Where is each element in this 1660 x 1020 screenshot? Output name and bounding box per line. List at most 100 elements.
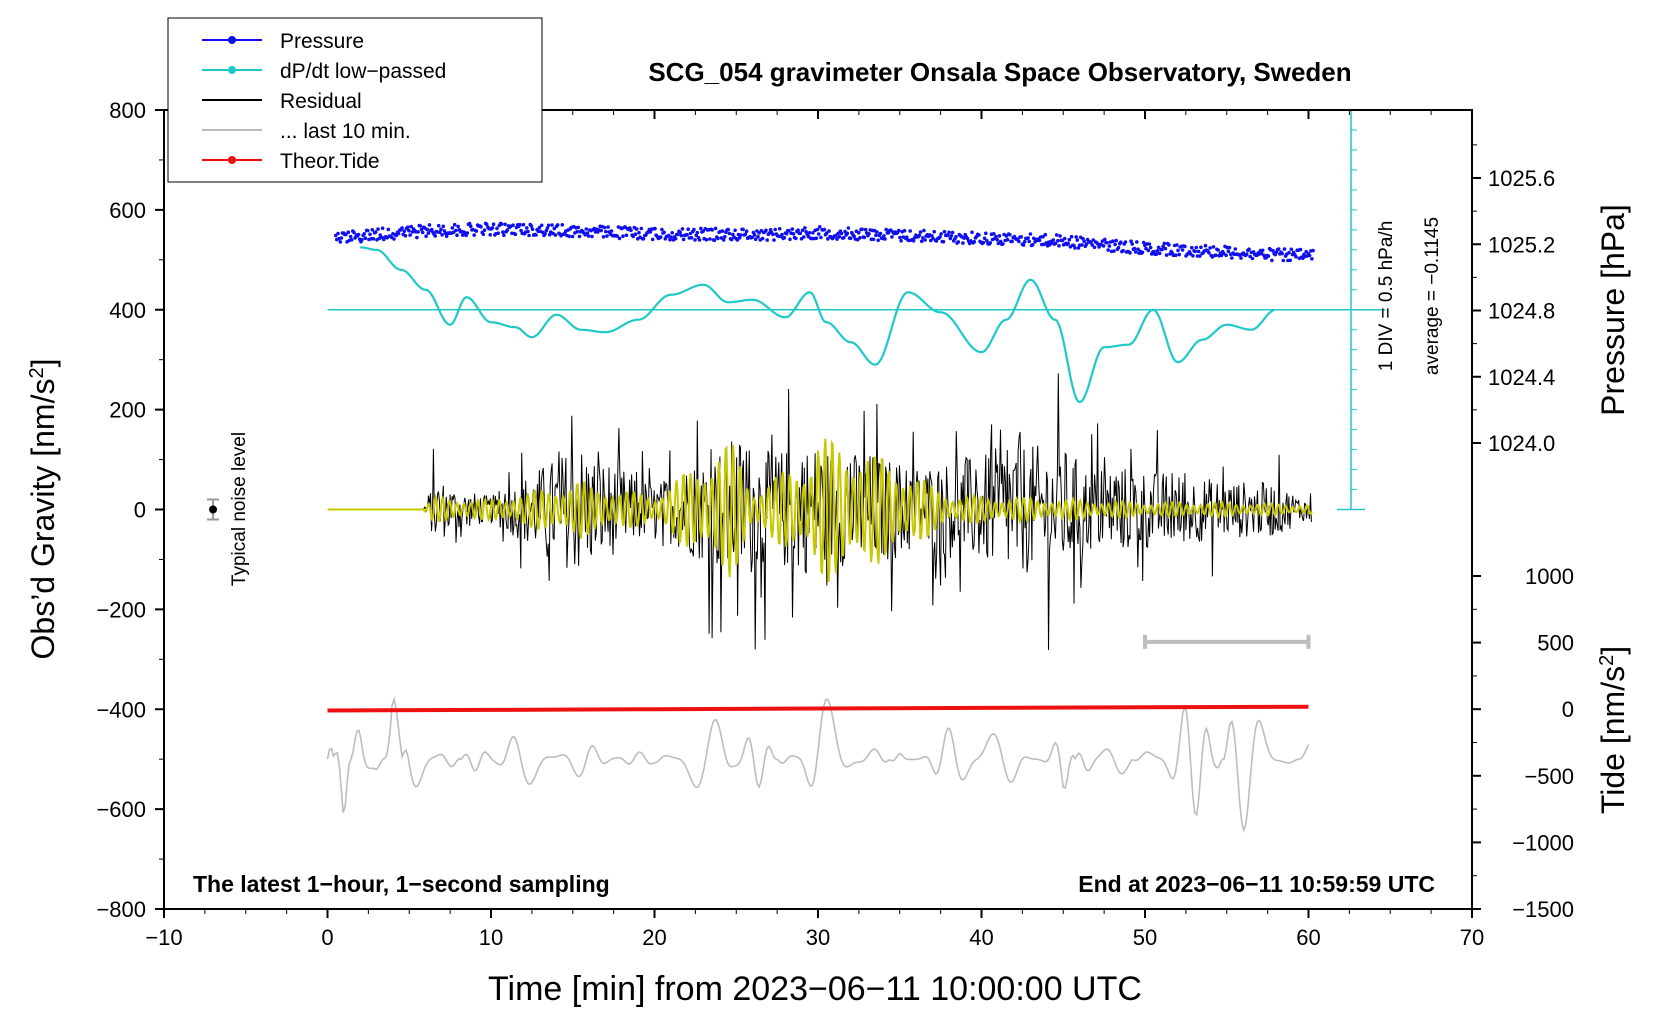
pressure-point	[1132, 246, 1137, 251]
pressure-point	[1156, 245, 1161, 250]
pressure-point	[474, 229, 479, 233]
pressure-point	[741, 227, 745, 232]
pressure-point	[752, 233, 757, 237]
pressure-point	[941, 239, 946, 244]
pressure-point	[465, 231, 470, 235]
footer-right-label: End at 2023−06−11 10:59:59 UTC	[1078, 871, 1435, 897]
x-tick-label: 20	[642, 925, 666, 950]
y-tick-label: 400	[109, 298, 146, 323]
pressure-point	[1230, 256, 1234, 260]
pressure-point	[1030, 243, 1035, 247]
pressure-point	[491, 222, 496, 226]
pressure-point	[756, 234, 760, 239]
pressure-point	[982, 236, 987, 241]
pressure-point	[1214, 253, 1218, 257]
y-tick-label: −600	[96, 797, 146, 822]
pressure-point	[1203, 243, 1208, 248]
pressure-point	[1005, 237, 1010, 242]
pressure-point	[419, 227, 424, 232]
pressure-point	[1017, 239, 1021, 244]
pressure-point	[796, 228, 800, 232]
pressure-tick-label: 1024.4	[1488, 365, 1555, 390]
pressure-point	[1010, 239, 1014, 244]
pressure-point	[784, 231, 789, 236]
pressure-point	[816, 232, 821, 236]
pressure-point	[1147, 242, 1152, 246]
pressure-point	[1066, 241, 1070, 246]
pressure-point	[441, 224, 446, 229]
pressure-point	[992, 232, 996, 236]
pressure-point	[424, 234, 428, 238]
pressure-point	[890, 235, 894, 239]
y-axis-label: Obs’d Gravity [nm/s2]	[25, 359, 61, 660]
pressure-point	[481, 232, 486, 237]
pressure-point	[1239, 256, 1243, 260]
pressure-point	[678, 230, 682, 235]
y-axis-label-sup: 2	[26, 367, 48, 378]
pressure-point	[1167, 243, 1171, 247]
pressure-point	[634, 227, 639, 231]
pressure-point	[836, 231, 840, 236]
pressure-point	[1026, 236, 1030, 240]
pressure-point	[899, 239, 903, 243]
pressure-point	[798, 231, 803, 236]
pressure-point	[985, 239, 989, 243]
pressure-point	[883, 237, 887, 241]
pressure-point	[590, 234, 594, 239]
pressure-point	[1163, 246, 1168, 251]
tide-axis-label-close: ]	[1595, 646, 1631, 655]
pressure-point	[771, 232, 775, 237]
y-tick-label: 600	[109, 198, 146, 223]
pressure-point	[362, 232, 367, 236]
pressure-point	[791, 232, 796, 236]
pressure-point	[526, 229, 530, 234]
pressure-point	[852, 234, 856, 239]
pressure-point	[1148, 245, 1153, 250]
pressure-point	[981, 240, 986, 245]
pressure-point	[1287, 250, 1291, 255]
pressure-point	[1289, 247, 1294, 252]
pressure-point	[835, 237, 839, 241]
pressure-point	[1226, 249, 1231, 254]
pressure-point	[496, 231, 501, 235]
pressure-point	[370, 228, 375, 232]
pressure-point	[1073, 246, 1077, 250]
pressure-point	[479, 225, 483, 229]
pressure-point	[502, 233, 506, 237]
pressure-point	[1180, 248, 1185, 252]
pressure-point	[468, 224, 473, 228]
pressure-point	[380, 226, 385, 230]
dpdt-scale-label: 1 DIV = 0.5 hPa/h	[1376, 221, 1397, 372]
y-tick-label: 800	[109, 98, 146, 123]
pressure-point	[450, 226, 455, 230]
pressure-point	[1173, 253, 1178, 257]
pressure-point	[1190, 245, 1194, 250]
pressure-point	[438, 230, 442, 234]
pressure-point	[1112, 249, 1116, 253]
pressure-point	[543, 232, 547, 236]
pressure-point	[787, 228, 791, 233]
pressure-point	[1280, 251, 1284, 256]
pressure-point	[743, 232, 748, 237]
pressure-point	[871, 237, 876, 242]
pressure-point	[961, 241, 965, 245]
pressure-point	[650, 237, 655, 242]
pressure-point	[750, 235, 755, 240]
pressure-point	[495, 226, 499, 231]
pressure-point	[452, 222, 457, 227]
pressure-point	[1105, 240, 1109, 245]
legend-swatch-marker	[228, 156, 236, 164]
pressure-point	[997, 234, 1002, 238]
legend-label: ... last 10 min.	[280, 120, 411, 143]
pressure-point	[1140, 250, 1145, 255]
pressure-point	[1037, 238, 1042, 243]
pressure-point	[575, 229, 579, 234]
pressure-point	[1227, 245, 1232, 250]
chart-title: SCG_054 gravimeter Onsala Space Observat…	[648, 57, 1351, 87]
pressure-point	[1207, 251, 1211, 255]
pressure-point	[923, 238, 927, 242]
pressure-point	[772, 238, 776, 242]
pressure-point	[639, 226, 644, 231]
pressure-point	[1175, 243, 1179, 247]
